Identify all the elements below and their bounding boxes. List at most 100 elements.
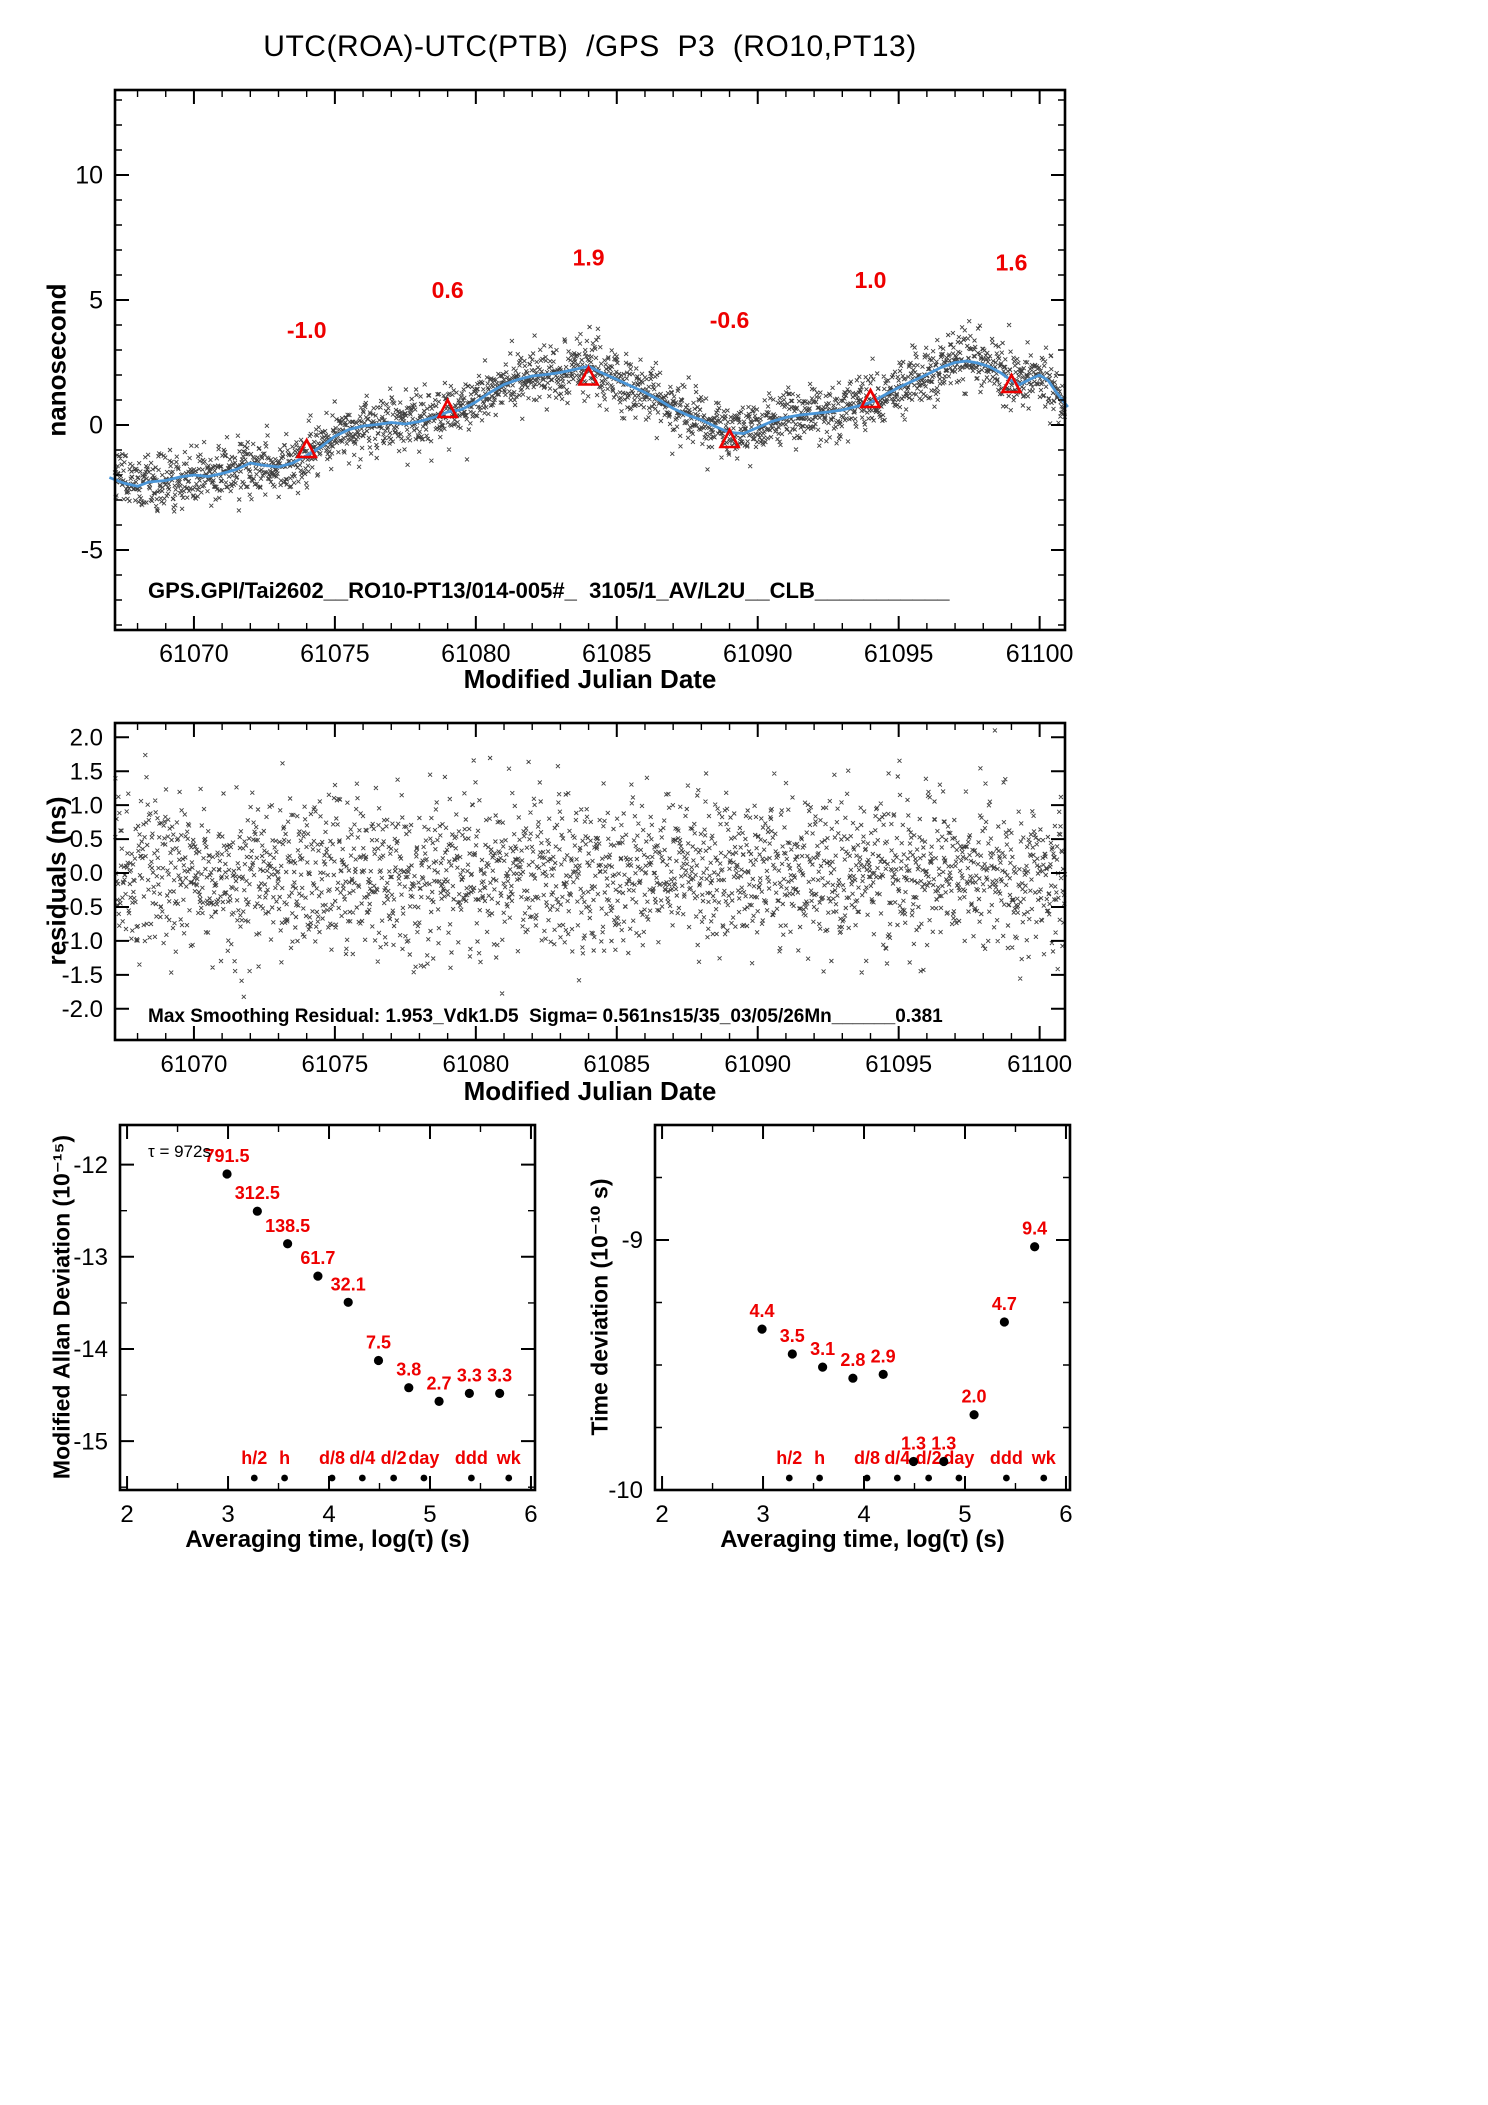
deviation-value-label: 2.8: [840, 1350, 865, 1370]
time-marker-label: d/2: [916, 1448, 942, 1468]
x-tick-label: 61100: [1007, 1051, 1072, 1078]
triangle-value-label: 1.0: [854, 267, 886, 293]
deviation-point: [434, 1396, 444, 1406]
y-tick-label: 2.0: [70, 724, 103, 751]
x-tick-label: 61075: [302, 1051, 369, 1078]
y-tick-label: -1.5: [62, 962, 103, 989]
deviation-point: [969, 1410, 979, 1420]
deviation-value-label: 3.5: [780, 1326, 805, 1346]
deviation-point: [1030, 1242, 1040, 1252]
time-marker-dot: [390, 1474, 398, 1482]
minor-ticks: [115, 99, 1065, 626]
x-tick-label: 4: [322, 1501, 335, 1528]
y-tick-label: 10: [75, 162, 103, 190]
deviation-point: [939, 1456, 949, 1467]
calibration-triangle: [295, 437, 318, 459]
plot-frame: [113, 721, 1067, 1042]
time-marker-label: day: [408, 1448, 439, 1468]
phase-y-axis-label: nanosecond: [41, 283, 72, 437]
time-marker-dot: [1040, 1474, 1048, 1482]
triangle-value-label: -0.6: [710, 307, 750, 333]
y-tick-label: -5: [81, 537, 103, 565]
time-marker-dot: [925, 1474, 933, 1482]
y-tick-label: -13: [73, 1244, 108, 1271]
deviation-value-label: 4.7: [992, 1294, 1017, 1314]
deviation-point: [757, 1324, 767, 1334]
deviation-value-label: 1.3: [901, 1434, 926, 1454]
deviation-point: [878, 1369, 888, 1380]
deviation-value-label: 312.5: [235, 1183, 280, 1203]
deviation-value-label: 2.0: [962, 1387, 987, 1407]
deviation-value-label: 2.9: [871, 1346, 896, 1366]
panel-phase: -1.0 0.6 1.9 -0.6 1.0 1.6 61070 61075 61080 61085…: [75, 88, 1074, 668]
x-tick-label: 6: [1059, 1501, 1072, 1528]
time-marker-label: ddd: [455, 1448, 488, 1468]
time-marker-label: wk: [1031, 1448, 1057, 1468]
deviation-point: [404, 1383, 414, 1393]
x-tick-label: 61070: [161, 1051, 228, 1078]
residuals-scatter-points: [112, 728, 1068, 1000]
deviation-point: [908, 1456, 919, 1467]
deviation-point: [818, 1362, 828, 1372]
deviation-value-label: 3.8: [396, 1360, 421, 1380]
deviation-point: [787, 1349, 797, 1359]
time-marker-dot: [955, 1474, 963, 1482]
y-tick-label: -1.0: [62, 928, 103, 955]
time-marker-label: h: [279, 1448, 290, 1468]
x-tick-label: 61085: [582, 640, 652, 668]
y-tick-label: 1.5: [70, 758, 103, 785]
deviation-value-label: 3.3: [457, 1365, 482, 1385]
calibration-triangle: [436, 397, 459, 419]
deviation-point: [999, 1317, 1009, 1327]
x-tick-label: 61070: [159, 640, 229, 668]
x-tick-label: 61100: [1006, 640, 1074, 668]
major-ticks: [120, 1125, 535, 1490]
deviation-point: [495, 1388, 505, 1398]
x-tick-label: 3: [756, 1501, 769, 1528]
x-tick-label: 2: [120, 1501, 133, 1528]
y-tick-label: -12: [73, 1152, 108, 1179]
x-tick-label: 61075: [300, 640, 370, 668]
plot-frame: [118, 1123, 537, 1492]
phase-annotation: GPS.GPI/Tai2602__RO10-PT13/014-005#_ 310…: [148, 578, 950, 603]
y-tick-label: -2.0: [62, 996, 103, 1023]
mdev-y-axis-label: Modified Allan Deviation (10⁻¹⁵): [48, 1134, 75, 1480]
y-tick-label: -14: [73, 1336, 108, 1363]
triangle-value-label: 0.6: [432, 277, 464, 303]
deviation-value-label: 7.5: [366, 1332, 391, 1352]
time-marker-label: d/4: [349, 1448, 375, 1468]
time-marker-dot: [893, 1474, 901, 1482]
time-marker-label: d/8: [854, 1448, 880, 1468]
panel-tdev: 2 3 4 5 6 -10 -9 h/2 h d/8 d/4 d/2 day ddd wk 4.43.53.1…: [608, 1123, 1073, 1528]
deviation-value-label: 3.3: [487, 1365, 512, 1385]
mdev-x-axis-label: Averaging time, log(τ) (s): [185, 1526, 470, 1553]
triangle-value-label: 1.9: [573, 245, 605, 271]
deviation-value-label: 61.7: [300, 1248, 335, 1268]
time-marker-label: h/2: [241, 1448, 267, 1468]
x-tick-label: 61080: [442, 1051, 509, 1078]
x-tick-label: 2: [655, 1501, 668, 1528]
triangle-value-label: 1.6: [995, 250, 1027, 276]
deviation-point: [283, 1239, 293, 1249]
deviation-point: [222, 1169, 232, 1179]
deviation-point: [313, 1271, 323, 1281]
y-tick-label: -9: [622, 1227, 643, 1254]
time-marker-dot: [505, 1474, 513, 1482]
deviation-value-label: 1.3: [931, 1434, 956, 1454]
panel-mdev: 2 3 4 5 6 -15 -14 -13 -12 h/2 h d/8 d/4 d/2 day ddd wk 79…: [73, 1123, 538, 1528]
y-tick-label: 0: [89, 412, 103, 440]
time-marker-dot: [358, 1474, 366, 1482]
time-marker-dot: [1002, 1474, 1010, 1482]
time-marker-label: ddd: [990, 1448, 1023, 1468]
time-marker-label: day: [943, 1448, 974, 1468]
time-marker-label: d/8: [319, 1448, 345, 1468]
major-ticks: [115, 723, 1065, 1040]
tdev-x-axis-label: Averaging time, log(τ) (s): [720, 1526, 1005, 1553]
mdev-tau-annotation: τ = 972s: [148, 1142, 211, 1161]
time-marker-label: d/4: [884, 1448, 910, 1468]
x-tick-label: 4: [857, 1501, 870, 1528]
y-tick-label: 1.0: [70, 792, 103, 819]
y-tick-label: 0.5: [70, 826, 103, 853]
